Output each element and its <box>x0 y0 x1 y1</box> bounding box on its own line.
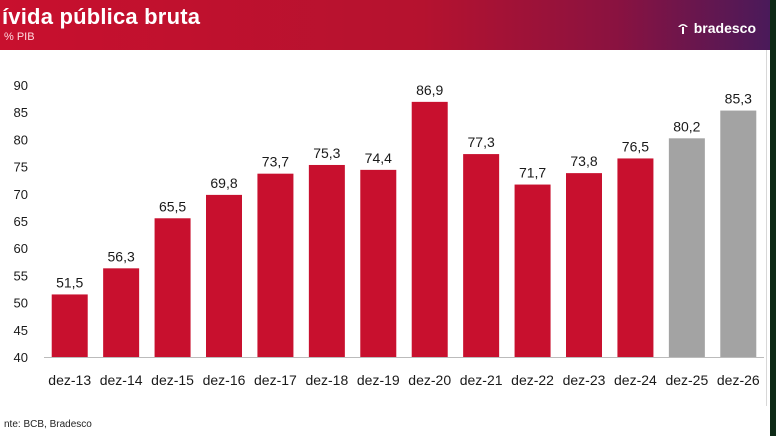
x-tick-label: dez-20 <box>408 372 451 388</box>
y-tick-label: 65 <box>14 214 28 229</box>
y-tick-label: 45 <box>14 323 28 338</box>
x-tick-label: dez-25 <box>665 372 708 388</box>
data-label: 69,8 <box>210 175 237 191</box>
data-label: 77,3 <box>468 134 495 150</box>
bar-dez-20 <box>411 101 448 357</box>
brand-name: bradesco <box>693 20 756 36</box>
bar-dez-23 <box>566 173 602 357</box>
x-tick-label: dez-16 <box>203 372 246 388</box>
x-tick-label: dez-22 <box>511 372 554 388</box>
bar-dez-24 <box>617 158 654 357</box>
x-tick-label: dez-14 <box>100 372 143 388</box>
y-tick-label: 60 <box>14 241 28 256</box>
y-tick-label: 55 <box>14 268 28 283</box>
x-tick-label: dez-19 <box>357 372 400 388</box>
x-tick-label: dez-24 <box>614 372 657 388</box>
data-label: 71,7 <box>519 165 546 181</box>
y-tick-label: 90 <box>14 78 28 93</box>
bar-dez-22 <box>514 184 551 357</box>
data-label: 51,5 <box>56 274 83 290</box>
bar-dez-25 <box>668 138 705 357</box>
data-label: 56,3 <box>108 248 135 264</box>
bar-dez-18 <box>308 164 345 357</box>
y-tick-label: 75 <box>14 160 28 175</box>
bar-dez-17 <box>257 173 294 357</box>
chart-title: ívida pública bruta <box>2 4 201 29</box>
x-tick-label: dez-18 <box>305 372 348 388</box>
source-note: nte: BCB, Bradesco <box>4 419 92 430</box>
bar-dez-15 <box>154 218 191 357</box>
bar-dez-19 <box>360 169 397 357</box>
y-tick-label: 40 <box>14 350 28 365</box>
x-tick-label: dez-15 <box>151 372 194 388</box>
data-label: 65,5 <box>159 198 186 214</box>
brand-logo: bradesco <box>676 20 756 36</box>
x-tick-label: dez-26 <box>717 372 760 388</box>
data-label: 85,3 <box>725 91 752 107</box>
x-tick-label: dez-23 <box>563 372 606 388</box>
y-tick-label: 85 <box>14 105 28 120</box>
data-label: 73,8 <box>570 153 597 169</box>
bradesco-tree-icon <box>677 24 688 34</box>
header-banner: ívida pública bruta % PIB bradesco <box>0 0 770 50</box>
plot-panel: 40 45 50 55 60 65 70 75 80 85 90 51,5 dez-13 56,3 dez-… <box>4 50 767 406</box>
bar-dez-26 <box>720 110 757 358</box>
y-tick-label: 50 <box>14 296 28 311</box>
bar-dez-16 <box>206 194 242 357</box>
data-label: 76,5 <box>622 138 649 154</box>
bar-dez-13 <box>51 294 88 357</box>
data-label: 73,7 <box>262 154 289 170</box>
x-tick-label: dez-13 <box>48 372 91 388</box>
bar-chart: 40 45 50 55 60 65 70 75 80 85 90 51,5 dez-13 56,3 dez-… <box>14 78 764 388</box>
data-label: 86,9 <box>416 82 443 98</box>
data-label: 75,3 <box>313 145 340 161</box>
y-tick-label: 70 <box>14 187 28 202</box>
bar-dez-21 <box>463 154 500 357</box>
bar-dez-14 <box>103 268 140 357</box>
data-label: 80,2 <box>673 118 700 134</box>
y-tick-label: 80 <box>14 132 28 147</box>
chart-subtitle: % PIB <box>4 31 35 43</box>
x-tick-label: dez-17 <box>254 372 297 388</box>
data-label: 74,4 <box>365 150 392 166</box>
x-tick-label: dez-21 <box>460 372 503 388</box>
